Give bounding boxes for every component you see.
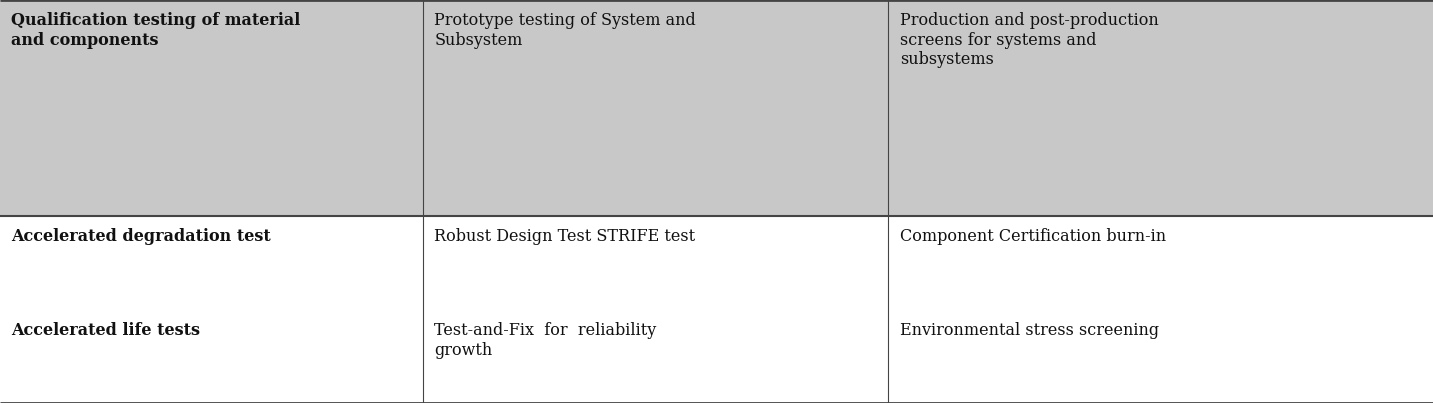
Text: Accelerated degradation test: Accelerated degradation test xyxy=(11,228,271,245)
Text: Test-and-Fix  for  reliability
growth: Test-and-Fix for reliability growth xyxy=(434,322,656,359)
Bar xyxy=(0,0,423,216)
Bar xyxy=(423,216,888,310)
Bar xyxy=(423,310,888,403)
Text: Production and post-production
screens for systems and
subsystems: Production and post-production screens f… xyxy=(900,12,1159,68)
Bar xyxy=(888,0,1433,216)
Text: Prototype testing of System and
Subsystem: Prototype testing of System and Subsyste… xyxy=(434,12,696,49)
Text: Robust Design Test STRIFE test: Robust Design Test STRIFE test xyxy=(434,228,695,245)
Text: Component Certification burn-in: Component Certification burn-in xyxy=(900,228,1166,245)
Bar xyxy=(0,310,423,403)
Bar xyxy=(0,216,423,310)
Bar xyxy=(888,310,1433,403)
Text: Accelerated life tests: Accelerated life tests xyxy=(11,322,201,339)
Text: Qualification testing of material
and components: Qualification testing of material and co… xyxy=(11,12,301,49)
Text: Environmental stress screening: Environmental stress screening xyxy=(900,322,1159,339)
Bar xyxy=(423,0,888,216)
Bar xyxy=(888,216,1433,310)
